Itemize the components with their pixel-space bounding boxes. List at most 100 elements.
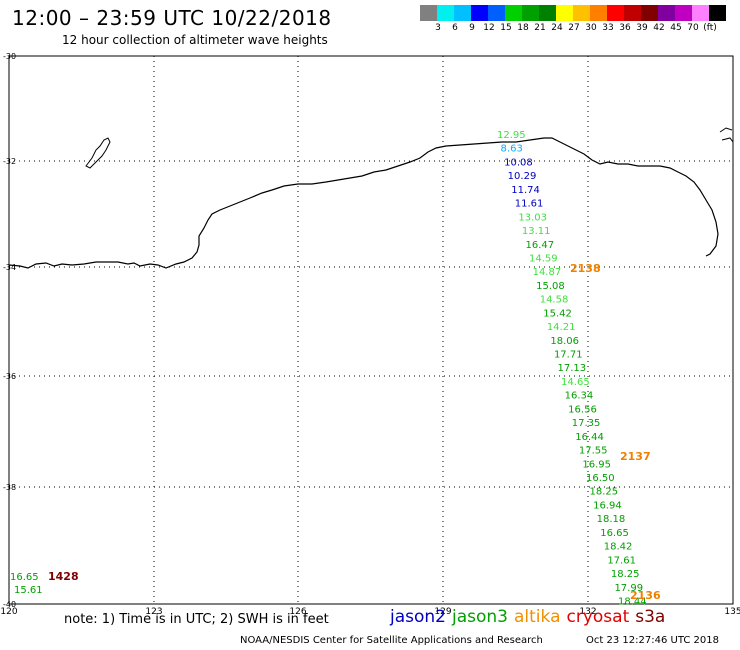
wave-height-value: 14.87 <box>533 267 562 278</box>
pass-labels: 2138 2137 2136 1428 <box>48 262 661 602</box>
legend-item: altika <box>514 607 561 627</box>
wave-height-value: 16.47 <box>525 240 554 251</box>
wave-height-value: 17.71 <box>554 350 583 361</box>
legend-item: jason2 <box>390 607 446 627</box>
wave-height-value: 14.59 <box>529 253 558 264</box>
color-swatch <box>607 5 624 21</box>
wave-height-value: 14.58 <box>540 295 569 306</box>
wave-height-value: 10.29 <box>508 171 537 182</box>
wave-height-value: 17.35 <box>572 418 601 429</box>
graticule <box>9 56 733 604</box>
wave-height-value: 18.42 <box>604 542 633 553</box>
wave-height-value: 16.34 <box>565 391 594 402</box>
color-swatch <box>539 5 556 21</box>
map-frame <box>8 55 734 605</box>
color-swatch <box>556 5 573 21</box>
small-island <box>85 137 111 169</box>
color-swatch <box>505 5 522 21</box>
coastline <box>8 137 719 269</box>
color-scale-label: 45 <box>670 23 682 33</box>
color-scale-label: 18 <box>517 23 529 33</box>
wave-height-value: 16.94 <box>593 500 622 511</box>
legend-item: cryosat <box>566 607 630 627</box>
wave-height-value: 16.95 <box>582 459 611 470</box>
color-scale-label: 30 <box>585 23 597 33</box>
lon-label: 129 <box>434 607 451 617</box>
wave-height-value: 16.50 <box>586 473 615 484</box>
wave-height-value: 17.55 <box>579 446 608 457</box>
wave-height-value: 16.65 <box>10 572 39 583</box>
wave-height-value: 16.65 <box>600 528 629 539</box>
wave-height-value: 18.18 <box>597 514 626 525</box>
wave-height-value: 18.44 <box>618 596 647 607</box>
lat-label: -32 <box>3 157 16 166</box>
satellite-legend: jason2 jason3 altika cryosat s3a <box>390 607 671 627</box>
lon-label: 132 <box>579 607 596 617</box>
color-swatch <box>658 5 675 21</box>
color-scale-label: 27 <box>568 23 580 33</box>
lon-label: 120 <box>0 607 17 617</box>
color-swatch <box>488 5 505 21</box>
color-scale-label: 6 <box>452 23 458 33</box>
color-scale-label: 12 <box>483 23 495 33</box>
wave-height-value: 10.08 <box>504 157 533 168</box>
lon-label: 126 <box>289 607 306 617</box>
wave-height-value: 14.21 <box>547 322 576 333</box>
wave-height-value: 18.06 <box>550 336 579 347</box>
credit-text: NOAA/NESDIS Center for Satellite Applica… <box>240 635 543 646</box>
longitude-labels: 120 123 126 129 132 135 <box>0 607 740 617</box>
wave-height-value: 8.63 <box>501 144 523 155</box>
wave-height-value: 17.99 <box>614 583 643 594</box>
wave-height-value: 18.25 <box>590 487 619 498</box>
color-swatch <box>624 5 641 21</box>
lat-label: -38 <box>3 483 16 492</box>
lon-label: 135 <box>724 607 740 617</box>
color-scale-label: 24 <box>551 23 563 33</box>
bottom-left-observations: 16.65 15.61 <box>10 572 43 596</box>
color-scale-label: 15 <box>500 23 512 33</box>
color-scale-label: 21 <box>534 23 546 33</box>
pass-number: 2137 <box>620 450 651 463</box>
wave-height-observations: 12.95 8.63 10.08 10.29 11.74 11.61 13.03 13.11 1… <box>497 130 647 607</box>
color-scale-label: 70 <box>687 23 699 33</box>
color-swatch <box>692 5 709 21</box>
legend-item: s3a <box>635 607 666 627</box>
latitude-labels: -30 -32 -34 -36 -38 -40 <box>3 52 16 609</box>
lon-label: 123 <box>145 607 162 617</box>
color-swatch <box>590 5 607 21</box>
pass-number: 1428 <box>48 570 79 583</box>
lat-label: -30 <box>3 52 16 61</box>
footer: NOAA/NESDIS Center for Satellite Applica… <box>240 635 740 646</box>
color-swatch <box>641 5 658 21</box>
wave-height-value: 11.61 <box>515 199 544 210</box>
lat-label: -36 <box>3 372 16 381</box>
timestamp-text: Oct 23 12:27:46 UTC 2018 <box>586 635 719 646</box>
wave-height-value: 13.03 <box>518 212 547 223</box>
color-scale-label: 3 <box>435 23 441 33</box>
wave-height-value: 13.11 <box>522 226 551 237</box>
color-swatch <box>437 5 454 21</box>
wave-height-value: 17.61 <box>607 555 636 566</box>
color-scale-label: 39 <box>636 23 648 33</box>
color-swatch <box>709 5 726 21</box>
color-scale-label: 33 <box>602 23 614 33</box>
lat-label: -40 <box>3 600 16 609</box>
chart-title: 12:00 – 23:59 UTC 10/22/2018 <box>12 6 332 30</box>
color-swatch <box>420 5 437 21</box>
pass-number: 2136 <box>630 589 661 602</box>
color-scale-label: (ft) <box>703 23 717 33</box>
wave-height-value: 17.13 <box>558 363 587 374</box>
wave-height-value: 16.56 <box>568 404 597 415</box>
lat-label: -34 <box>3 263 16 272</box>
color-swatch <box>522 5 539 21</box>
wave-height-value: 14.65 <box>561 377 590 388</box>
color-swatch <box>454 5 471 21</box>
coastline-fragment-east <box>719 127 734 143</box>
wave-height-value: 15.08 <box>536 281 565 292</box>
color-scale-label: 42 <box>653 23 665 33</box>
wave-height-value: 15.61 <box>14 585 43 596</box>
wave-height-value: 16.44 <box>575 432 604 443</box>
color-scale-label: 9 <box>469 23 475 33</box>
pass-number: 2138 <box>570 262 601 275</box>
